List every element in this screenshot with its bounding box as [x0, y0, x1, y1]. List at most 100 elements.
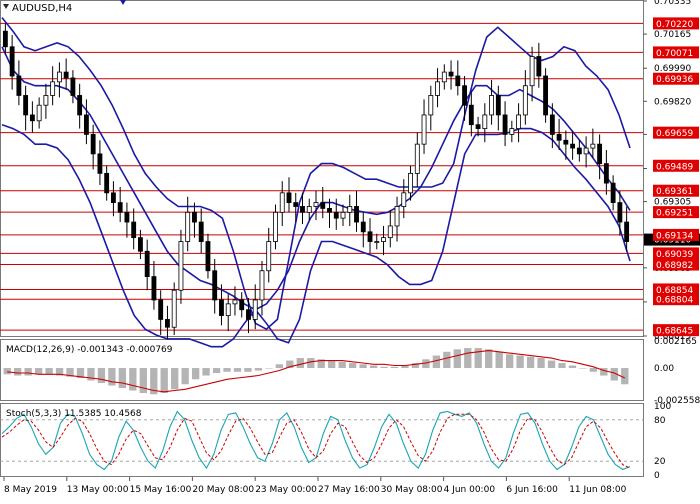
candle [205, 233, 211, 279]
stoch-pane[interactable] [0, 403, 644, 477]
candle [624, 206, 630, 252]
candle-body [563, 139, 569, 145]
stoch-axis-label: 100 [654, 402, 671, 412]
candle [374, 233, 380, 250]
candle-body [617, 202, 623, 223]
macd-histogram-bar [139, 368, 147, 394]
macd-histogram-bar [485, 349, 493, 369]
price-pane[interactable] [0, 0, 644, 337]
candle-body [590, 143, 596, 149]
level-price-label: 0.70071 [656, 49, 693, 59]
candle [50, 66, 56, 106]
candle [266, 227, 272, 283]
price-tick-label: 0.70165 [654, 30, 691, 40]
candle-body [516, 114, 522, 129]
macd-histogram-bar [558, 363, 566, 369]
level-price-box [653, 247, 699, 260]
candle [340, 204, 346, 226]
candle-body [90, 134, 96, 155]
symbol-title: AUDUSD,H4 [12, 3, 72, 14]
candle [394, 196, 400, 242]
macd-histogram-bar [422, 359, 430, 369]
candle-body [313, 202, 319, 207]
candle [387, 210, 393, 248]
candle [131, 208, 137, 250]
candle [509, 120, 515, 143]
candle-body [435, 81, 440, 96]
stoch-signal-line[interactable] [1, 413, 631, 469]
candle [495, 85, 501, 131]
candle [70, 70, 76, 104]
candle-body [421, 114, 427, 145]
macd-histogram-bar [401, 365, 409, 369]
macd-histogram-bar [233, 368, 242, 372]
macd-histogram-bar [621, 368, 629, 385]
level-price-box [653, 206, 699, 219]
level-price-box [653, 159, 699, 172]
candle-body [232, 299, 238, 305]
candle-body [171, 289, 177, 328]
candle [489, 79, 494, 125]
dropdown-arrow-icon[interactable] [3, 4, 9, 9]
macd-axis-label: 0.002165 [654, 337, 697, 347]
stoch-axis-label: 0 [654, 471, 660, 481]
macd-histogram-bar [600, 368, 608, 376]
macd-signal-line[interactable] [7, 350, 626, 393]
candle-body [138, 237, 143, 252]
level-price-label: 0.69361 [656, 187, 693, 197]
candle [151, 261, 157, 310]
candle-body [455, 75, 461, 87]
candle-body [441, 71, 447, 83]
candle-body [165, 319, 170, 328]
candle-body [144, 250, 150, 277]
candle [536, 42, 542, 88]
macd-pane[interactable] [0, 339, 644, 401]
candle-body [549, 114, 555, 135]
candle-body [97, 153, 103, 174]
macd-axis-label: -0.002558 [654, 396, 700, 406]
macd-histogram-bar [516, 355, 524, 369]
candle-body [522, 85, 528, 116]
candle [333, 198, 339, 230]
candle [273, 204, 278, 250]
macd-axis-label: 0.00 [654, 364, 674, 374]
macd-histogram-bar [537, 358, 545, 369]
candle-body [9, 46, 15, 77]
price-tick-label: 0.68615 [654, 332, 691, 342]
candle [286, 177, 292, 213]
level-price-box [653, 72, 699, 85]
candle [232, 286, 238, 316]
candle-body [489, 95, 494, 116]
candle [462, 75, 467, 121]
candle-body [29, 114, 35, 122]
candle [9, 35, 15, 90]
price-candles [2, 23, 630, 339]
macd-histogram-bar [411, 363, 420, 369]
candle [603, 149, 609, 195]
level-price-label: 0.69936 [656, 75, 693, 85]
candle [23, 85, 29, 131]
bollinger-upper-line[interactable] [1, 17, 631, 331]
candle-body [36, 104, 42, 122]
bollinger-lower-line[interactable] [1, 123, 631, 348]
candle-body [293, 202, 299, 207]
candle [408, 165, 413, 201]
macd-histogram-bar [369, 365, 378, 369]
candle-body [124, 211, 130, 223]
macd-histogram-bar [526, 356, 535, 369]
candle [124, 202, 130, 238]
candle-body [151, 276, 157, 301]
candle-body [306, 206, 312, 213]
candle-body [394, 206, 400, 227]
macd-histogram-bar [317, 359, 325, 369]
candle-body [381, 237, 386, 242]
macd-histogram-bar [191, 368, 200, 380]
candle-body [414, 143, 420, 174]
macd-histogram-bar [307, 358, 315, 369]
candle-body [327, 208, 332, 213]
time-tick-label: 30 May 08:00 [381, 485, 443, 495]
candle [576, 140, 582, 162]
candle-body [462, 85, 467, 106]
